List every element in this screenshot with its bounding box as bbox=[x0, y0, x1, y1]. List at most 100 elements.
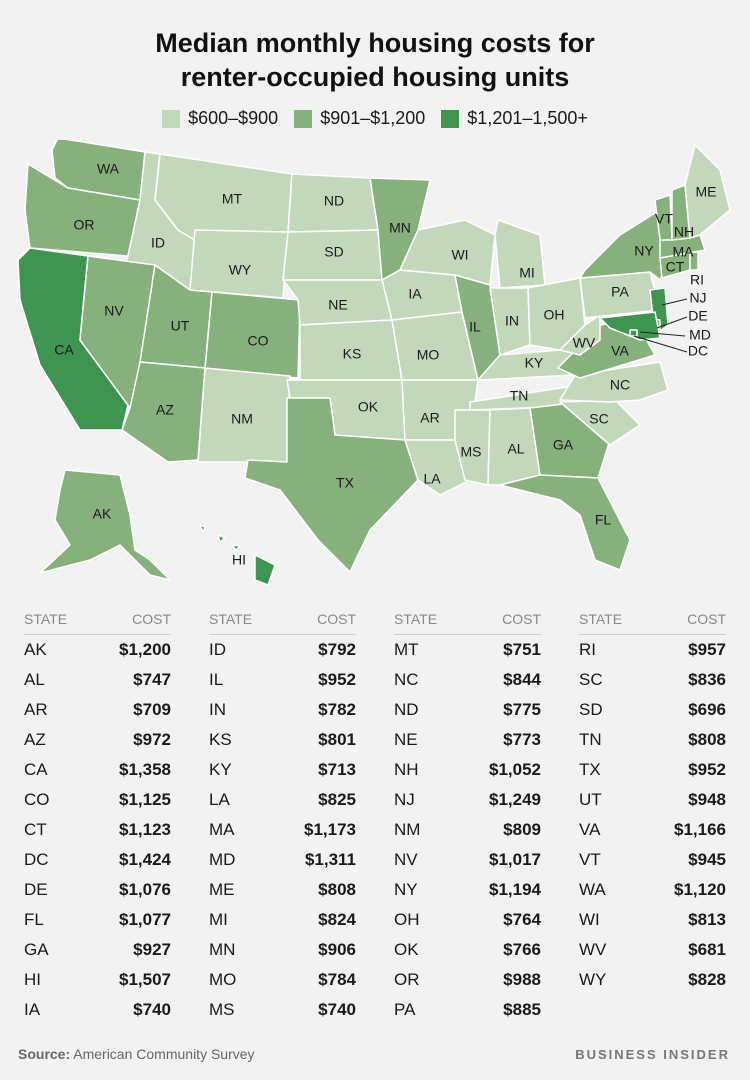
state-label-pa: PA bbox=[611, 284, 629, 300]
state-label-ne: NE bbox=[328, 297, 347, 313]
state-cost: $825 bbox=[318, 790, 356, 809]
state-mi bbox=[494, 219, 546, 289]
state-code: NH bbox=[394, 760, 419, 779]
legend-swatch-mid bbox=[294, 109, 313, 128]
state-label-oh: OH bbox=[544, 307, 565, 323]
state-cost: $828 bbox=[688, 970, 726, 989]
state-cost: $1,507 bbox=[119, 970, 171, 989]
table-row: MD $1,311 bbox=[209, 845, 356, 875]
state-dc bbox=[629, 329, 638, 337]
table-header: STATE COST bbox=[579, 604, 726, 635]
state-label-ri: RI bbox=[690, 272, 704, 288]
table-row: OR $988 bbox=[394, 965, 541, 995]
table-row: IA $740 bbox=[24, 995, 171, 1025]
table-row: IL $952 bbox=[209, 665, 356, 695]
legend-swatch-high bbox=[441, 109, 460, 128]
state-label-al: AL bbox=[507, 441, 524, 457]
state-cost: $885 bbox=[503, 1000, 541, 1019]
table-row: NY $1,194 bbox=[394, 875, 541, 905]
legend-item-mid: $901–$1,200 bbox=[294, 108, 425, 129]
state-label-ms: MS bbox=[461, 444, 482, 460]
state-label-sc: SC bbox=[589, 411, 608, 427]
state-code: PA bbox=[394, 1000, 416, 1019]
table-row: VA $1,166 bbox=[579, 815, 726, 845]
table-column-4: STATE COST RI $957 SC $836 SD $696 TN $808 TX $952 U… bbox=[579, 604, 726, 1025]
state-label-vt: VT bbox=[655, 211, 673, 227]
table-row: CT $1,123 bbox=[24, 815, 171, 845]
state-label-co: CO bbox=[248, 333, 269, 349]
table-row: MS $740 bbox=[209, 995, 356, 1025]
state-code: SC bbox=[579, 670, 603, 689]
state-code: OH bbox=[394, 910, 420, 929]
table-row: OH $764 bbox=[394, 905, 541, 935]
state-cost-tables: STATE COST AK $1,200 AL $747 AR $709 AZ $972 CA $1,… bbox=[24, 604, 726, 1025]
state-label-ca: CA bbox=[54, 342, 74, 358]
state-cost: $709 bbox=[133, 700, 171, 719]
state-code: OR bbox=[394, 970, 420, 989]
state-label-hi: HI bbox=[232, 552, 246, 568]
legend-item-high: $1,201–1,500+ bbox=[441, 108, 588, 129]
table-row: WI $813 bbox=[579, 905, 726, 935]
state-label-sd: SD bbox=[324, 244, 343, 260]
table-header: STATE COST bbox=[209, 604, 356, 635]
state-code: IL bbox=[209, 670, 224, 689]
state-cost: $740 bbox=[133, 1000, 171, 1019]
state-label-or: OR bbox=[74, 217, 95, 233]
state-cost: $1,125 bbox=[119, 790, 171, 809]
state-code: UT bbox=[579, 790, 602, 809]
state-label-ar: AR bbox=[420, 410, 439, 426]
table-row: WV $681 bbox=[579, 935, 726, 965]
state-la bbox=[404, 439, 471, 496]
state-cost: $792 bbox=[318, 640, 356, 659]
header-state: STATE bbox=[209, 611, 253, 627]
state-label-nj: NJ bbox=[689, 290, 706, 306]
state-code: AL bbox=[24, 670, 45, 689]
state-code: NY bbox=[394, 880, 418, 899]
state-code: HI bbox=[24, 970, 41, 989]
state-fl bbox=[499, 474, 631, 571]
state-co bbox=[204, 291, 301, 379]
state-hi bbox=[199, 524, 276, 586]
state-code: SD bbox=[579, 700, 603, 719]
table-row: RI $957 bbox=[579, 635, 726, 665]
state-cost: $1,311 bbox=[304, 850, 356, 869]
state-cost: $1,076 bbox=[119, 880, 171, 899]
table-row: UT $948 bbox=[579, 785, 726, 815]
table-column-1: STATE COST AK $1,200 AL $747 AR $709 AZ $972 CA $1,… bbox=[24, 604, 171, 1025]
state-code: CT bbox=[24, 820, 47, 839]
state-label-tn: TN bbox=[510, 388, 529, 404]
state-code: WY bbox=[579, 970, 607, 989]
state-label-ok: OK bbox=[358, 399, 379, 415]
leader-line-de bbox=[656, 316, 688, 329]
state-label-de: DE bbox=[688, 308, 707, 324]
leader-line-md bbox=[639, 331, 686, 337]
state-cost: $751 bbox=[503, 640, 541, 659]
legend: $600–$900 $901–$1,200 $1,201–1,500+ bbox=[0, 108, 750, 129]
state-cost: $782 bbox=[318, 700, 356, 719]
state-cost: $1,249 bbox=[489, 790, 541, 809]
state-code: MT bbox=[394, 640, 419, 659]
state-label-me: ME bbox=[696, 184, 717, 200]
state-ms bbox=[454, 409, 491, 486]
state-label-nc: NC bbox=[610, 377, 630, 393]
table-row: MA $1,173 bbox=[209, 815, 356, 845]
state-cost: $1,358 bbox=[119, 760, 171, 779]
state-cost: $948 bbox=[688, 790, 726, 809]
state-code: AR bbox=[24, 700, 48, 719]
state-cost: $1,017 bbox=[489, 850, 541, 869]
table-row: NJ $1,249 bbox=[394, 785, 541, 815]
state-cost: $801 bbox=[318, 730, 356, 749]
state-cost: $844 bbox=[503, 670, 541, 689]
state-cost: $1,424 bbox=[119, 850, 171, 869]
table-row: VT $945 bbox=[579, 845, 726, 875]
table-row: SD $696 bbox=[579, 695, 726, 725]
table-row: HI $1,507 bbox=[24, 965, 171, 995]
state-cost: $1,120 bbox=[674, 880, 726, 899]
state-cost: $1,200 bbox=[119, 640, 171, 659]
table-row: DE $1,076 bbox=[24, 875, 171, 905]
state-tx bbox=[244, 397, 419, 573]
state-label-ct: CT bbox=[666, 259, 685, 275]
state-code: DC bbox=[24, 850, 49, 869]
table-row: KS $801 bbox=[209, 725, 356, 755]
table-row: NV $1,017 bbox=[394, 845, 541, 875]
